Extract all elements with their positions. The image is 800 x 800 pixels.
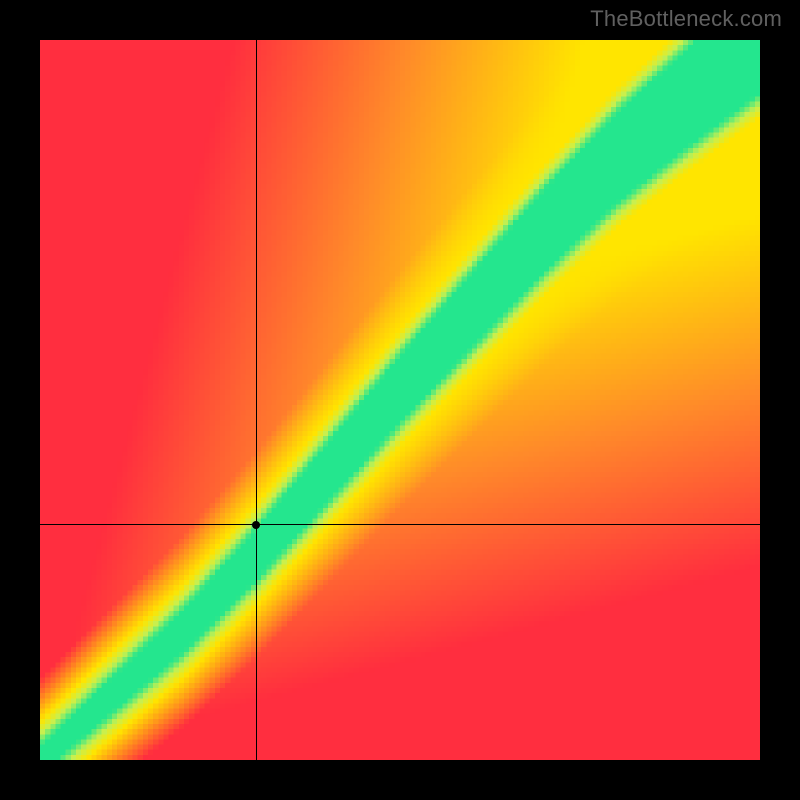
heatmap-canvas xyxy=(40,40,760,760)
crosshair-vertical xyxy=(256,40,257,760)
chart-frame: TheBottleneck.com xyxy=(0,0,800,800)
watermark-text: TheBottleneck.com xyxy=(590,6,782,32)
crosshair-horizontal xyxy=(40,524,760,525)
heatmap-plot xyxy=(40,40,760,760)
marker-dot xyxy=(252,521,260,529)
